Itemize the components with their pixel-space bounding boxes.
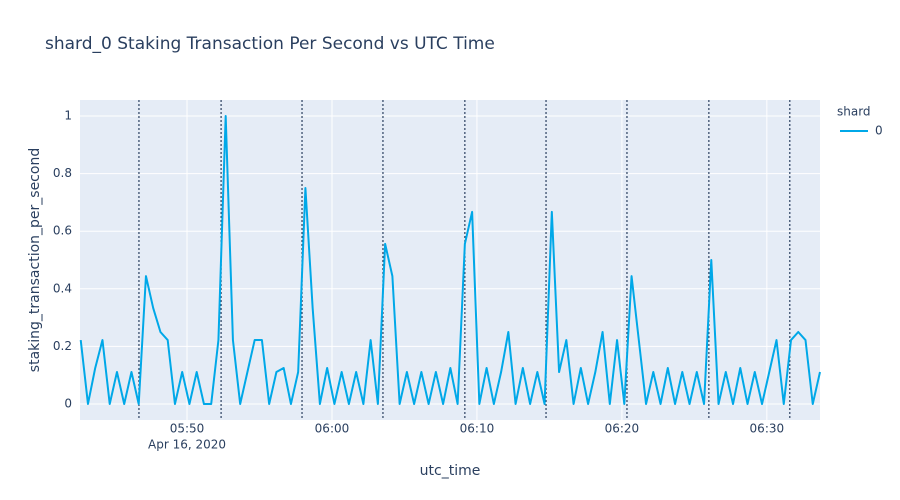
x-date-label: Apr 16, 2020: [148, 438, 226, 452]
x-tick-label: 06:20: [605, 422, 640, 436]
y-tick-label: 0.2: [53, 339, 72, 353]
legend-label: 0: [875, 124, 883, 138]
y-tick-label: 0: [64, 396, 72, 410]
chart-title: shard_0 Staking Transaction Per Second v…: [45, 34, 495, 54]
x-tick-label: 06:10: [460, 422, 495, 436]
y-tick-label: 0.4: [53, 281, 72, 295]
y-tick-label: 1: [64, 109, 72, 123]
x-tick-label: 06:00: [315, 422, 350, 436]
x-tick-label: 05:50: [170, 422, 205, 436]
line: [79, 115, 821, 405]
y-axis-title: staking_transaction_per_second: [27, 148, 43, 372]
legend-title: shard: [837, 105, 871, 119]
plot-area: [80, 100, 820, 420]
x-tick-label: 06:30: [750, 422, 785, 436]
x-axis-title: utc_time: [420, 463, 481, 479]
y-tick-label: 0.6: [53, 224, 72, 238]
y-tick-label: 0.8: [53, 166, 72, 180]
